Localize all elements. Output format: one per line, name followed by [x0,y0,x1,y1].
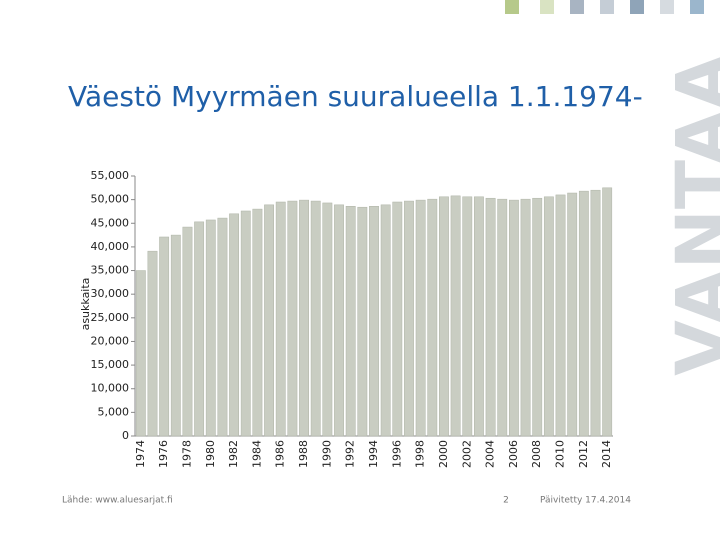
decor-squares [505,0,704,14]
x-tick-label: 1974 [134,440,147,468]
bar [252,208,263,437]
bar [415,199,426,437]
y-tick-label: 5,000 [98,405,130,418]
bar [217,217,228,437]
x-tick-label: 1976 [157,440,170,468]
bar [287,200,298,437]
bar [567,192,578,437]
bar [462,196,473,437]
decor [505,0,519,14]
decor [540,0,554,14]
bar [392,201,403,437]
updated: Päivitetty 17.4.2014 [540,496,631,506]
x-tick-label: 2002 [460,440,473,468]
bar [194,221,205,437]
x-tick-label: 2014 [600,440,613,468]
x-tick-label: 2010 [554,440,567,468]
bar [182,226,193,437]
bar [369,206,379,437]
bar [578,190,589,437]
bar [508,199,519,437]
bar [427,198,438,437]
page-number: 2 [503,496,509,506]
bar [543,196,554,437]
y-tick-label: 25,000 [91,311,130,324]
x-tick-label: 1992 [344,440,357,468]
decor [600,0,614,14]
bar [474,196,484,437]
bar [357,206,368,437]
bar [135,270,146,437]
x-tick-label: 2012 [577,440,590,468]
bar [450,195,461,437]
x-tick-label: 1996 [390,440,403,468]
bar [497,198,508,437]
bar [532,197,543,437]
y-tick-label: 40,000 [91,240,130,253]
y-tick-label: 20,000 [91,334,130,347]
x-tick-label: 1982 [227,440,240,468]
decor [660,0,674,14]
y-tick-label: 30,000 [91,287,130,300]
bar [159,236,170,437]
y-tick-label: 15,000 [91,358,130,371]
y-tick-label: 55,000 [91,169,130,182]
x-tick-label: 2008 [530,440,543,468]
x-tick-label: 1990 [320,440,333,468]
x-tick-label: 1994 [367,440,380,468]
decor [690,0,704,14]
bar [322,202,333,437]
x-tick-label: 1980 [204,440,217,468]
x-tick-label: 2004 [484,440,497,468]
bar [310,200,321,437]
x-tick-label: 1978 [180,440,193,468]
source: Lähde: www.aluesarjat.fi [62,496,173,506]
bar [380,204,391,437]
bar [555,194,566,437]
bar [147,250,158,437]
chart-title: Väestö Myyrmäen suuralueella 1.1.1974- [68,80,643,113]
y-tick-label: 50,000 [91,193,130,206]
bar [229,213,240,437]
x-tick-label: 2000 [437,440,450,468]
bar [520,198,531,437]
y-tick-label: 35,000 [91,264,130,277]
y-axis-label: asukkaita [79,278,92,331]
x-tick-label: 1986 [274,440,287,468]
x-tick-label: 1998 [414,440,427,468]
bar [170,234,181,437]
bar [345,206,356,437]
bar [404,200,414,437]
decor [630,0,644,14]
y-tick-label: 45,000 [91,216,130,229]
x-tick-label: 1988 [297,440,310,468]
bar [240,210,251,437]
logo: VANTAA [661,54,720,376]
bar [299,199,309,437]
y-tick-label: 10,000 [91,382,130,395]
bar [602,187,613,437]
bar [205,219,216,437]
bar [275,201,286,437]
y-tick-label: 0 [122,429,129,442]
bar [264,204,274,437]
bar [439,196,449,437]
bar [485,197,496,437]
bar [334,204,344,437]
bar [590,189,601,437]
x-tick-label: 2006 [507,440,520,468]
decor [570,0,584,14]
x-tick-label: 1984 [250,440,263,468]
